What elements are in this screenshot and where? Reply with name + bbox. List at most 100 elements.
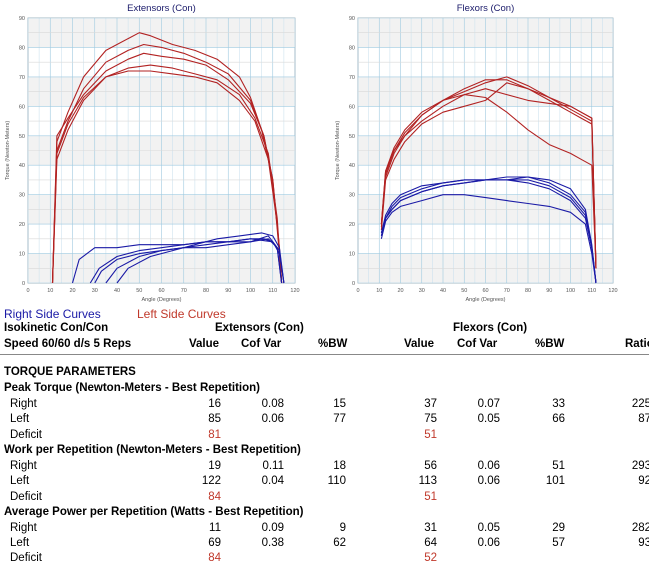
x-axis-label: Angle (Degrees) [465,297,505,303]
report-header-speed: Speed 60/60 d/s 5 Reps [4,338,132,350]
cell-fc: 0.07 [477,398,500,410]
series-line-3 [380,79,597,269]
cell-fb: 33 [552,398,565,410]
series-line-7 [94,235,283,284]
row-label: Left [10,413,30,426]
x-tick-label: 120 [608,288,617,294]
cell-fb: 57 [552,537,565,550]
flexors-group-header: Flexors (Con) [453,322,528,334]
x-tick-label: 20 [69,288,75,294]
x-axis-label: Angle (Degrees) [141,297,181,303]
y-tick-label: 40 [19,163,25,169]
x-tick-label: 10 [376,288,382,294]
row-label: Deficit [10,428,42,441]
x-tick-label: 30 [92,288,98,294]
section-title: Average Power per Repetition (Watts - Be… [4,505,304,518]
row-label: Right [10,398,37,410]
cell-eb: 110 [327,475,346,488]
y-tick-label: 60 [19,104,25,110]
x-tick-label: 70 [504,288,510,294]
x-tick-label: 110 [268,288,277,294]
ext-value-col-header: Value [189,338,220,350]
cell-eb: 62 [333,537,346,550]
cell-fc: 0.05 [477,413,500,426]
y-tick-label: 10 [19,252,25,258]
cell-fc: 0.05 [477,521,500,534]
y-tick-label: 10 [349,252,355,258]
series-line-8 [105,238,283,284]
cell-fv: 52 [424,552,437,564]
y-tick-label: 20 [349,222,355,228]
flex-cofvar-col-header: Cof Var [457,338,498,350]
cell-fv: 113 [418,475,437,488]
cell-ev: 16 [208,398,221,410]
cell-ratio: 282 [631,521,649,534]
x-tick-label: 30 [419,288,425,294]
header-divider [0,354,649,355]
cell-eb: 18 [333,459,346,472]
cell-ev: 85 [208,413,221,426]
y-tick-label: 30 [19,193,25,199]
cell-ec: 0.08 [261,398,284,410]
series-line-2 [380,88,597,269]
cell-ev: 84 [208,490,221,503]
section-title: Peak Torque (Newton-Meters - Best Repeti… [4,382,261,394]
y-tick-label: 90 [19,16,25,22]
series-line-9 [116,232,285,284]
flexors-chart: Flexors (Con)0 10 20 30 40 50 60 70 80 90 100 110 12… [335,3,618,303]
cell-fv: 37 [424,398,437,410]
cell-ev: 11 [209,521,221,534]
cell-ec: 0.38 [261,537,284,550]
extensors-chart: Extensors (Con) 0 10 20 30 40 50 60 70 80 90 100 110… [5,3,300,303]
chart-title: Flexors (Con) [457,3,515,14]
x-tick-label: 50 [461,288,467,294]
cell-ev: 81 [208,428,221,441]
cell-fb: 101 [545,475,565,488]
y-tick-label: 60 [349,104,355,110]
cell-fb: 51 [552,459,565,472]
cell-ratio: 225 [631,398,649,410]
section-title: Work per Repetition (Newton-Meters - Bes… [4,443,301,456]
series-line-3 [51,70,283,284]
report-header-test: Isokinetic Con/Con [4,322,109,334]
legend-right-side-curves: Right Side Curves [4,307,101,321]
y-tick-label: 40 [349,163,355,169]
chart-title: Extensors (Con) [127,3,196,14]
y-tick-label: 0 [22,281,25,287]
cell-fv: 51 [424,490,437,503]
series-line-5 [380,194,597,284]
y-tick-label: 30 [349,193,355,199]
x-tick-label: 120 [290,288,299,294]
y-tick-label: 0 [352,281,355,287]
x-tick-label: 60 [158,288,164,294]
x-tick-label: 0 [356,288,359,294]
y-tick-label: 20 [19,222,25,228]
cell-ev: 69 [208,537,221,550]
row-label: Deficit [10,490,42,503]
x-tick-label: 50 [136,288,142,294]
series-line-4 [51,64,283,284]
cell-eb: 15 [333,398,346,410]
row-label: Left [10,537,30,550]
cell-ec: 0.09 [261,521,284,534]
x-tick-label: 40 [440,288,446,294]
cell-ec: 0.11 [262,459,284,472]
x-tick-label: 90 [225,288,231,294]
ext-bw-col-header: %BW [318,338,348,350]
cell-ev: 19 [208,459,221,472]
cell-fb: 29 [552,521,565,534]
x-tick-label: 90 [546,288,552,294]
legend-left-side-curves: Left Side Curves [137,307,226,321]
y-tick-label: 50 [349,134,355,140]
cell-fv: 75 [424,413,437,426]
x-tick-label: 100 [246,288,255,294]
y-tick-label: 70 [349,75,355,81]
cell-ratio: 93 [638,537,649,550]
row-label: Deficit [10,552,42,564]
flex-bw-col-header: %BW [535,338,565,350]
y-axis-label: Torque (Newton-Meters) [5,121,11,180]
y-tick-label: 80 [19,45,25,51]
x-tick-label: 110 [587,288,596,294]
y-tick-label: 70 [19,75,25,81]
ext-cofvar-col-header: Cof Var [241,338,282,350]
